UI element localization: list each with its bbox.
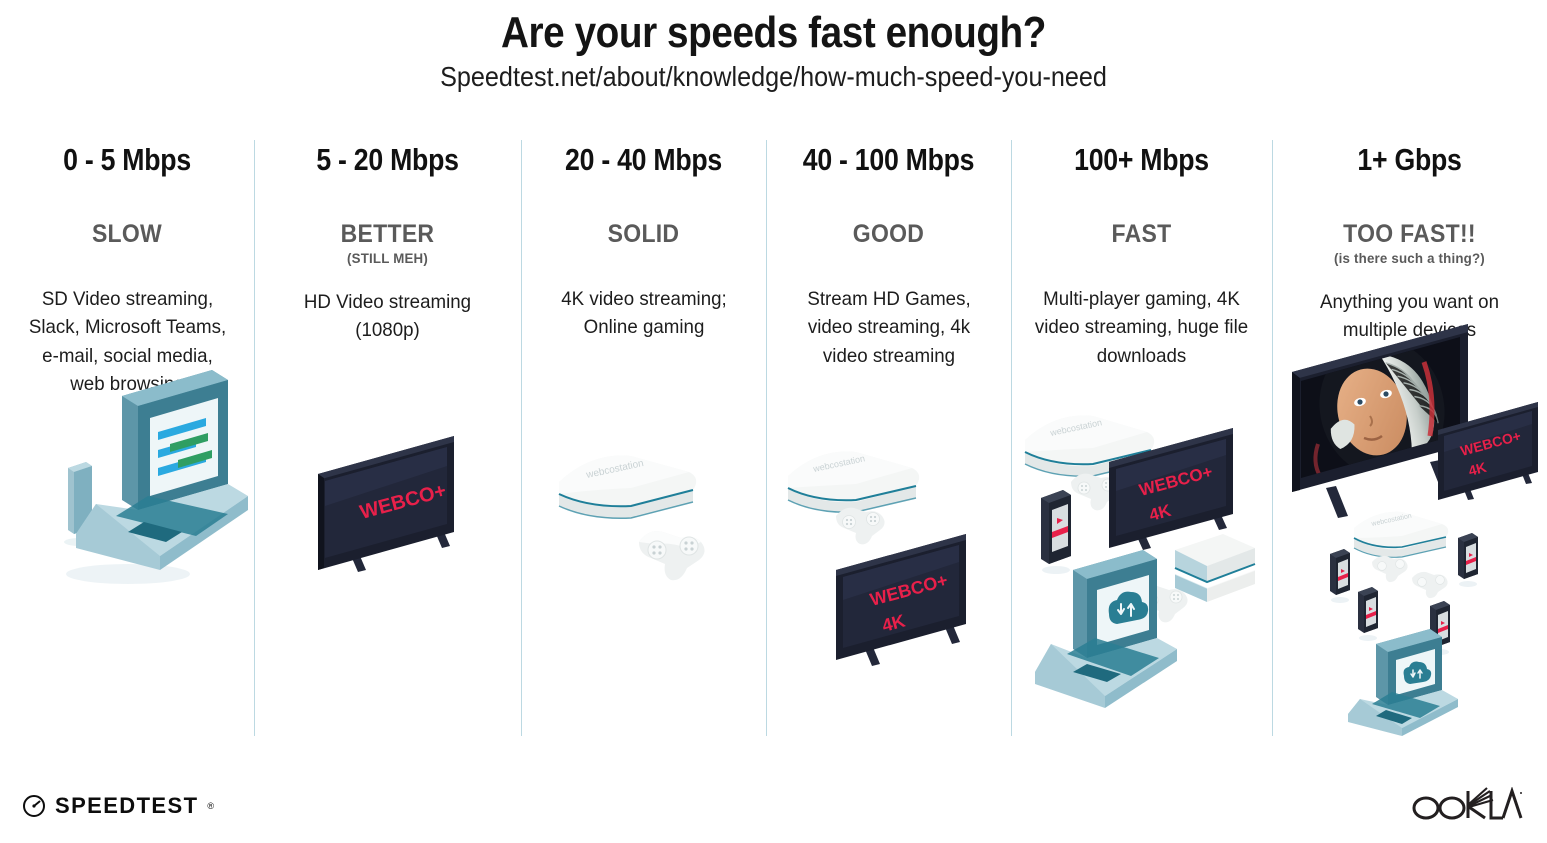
rating-label: TOO FAST!! [1343,220,1476,248]
tv-webco-4k-icon: WEBCO+ 4K [1109,428,1233,550]
speed-range-label: 20 - 40 Mbps [565,142,722,177]
phone-icon [1041,490,1071,574]
speed-tier-column-3: 20 - 40 Mbps SOLID 4K video streaming; O… [521,136,766,736]
rating-label: FAST [1111,220,1172,248]
game-console-icon: webcostation [558,455,697,519]
tv-webco-4k-icon: WEBCO+ 4K [1438,402,1538,500]
gamepad-icon [836,507,885,545]
multi-device-illustration: webcostation [1024,415,1256,708]
rating-label: GOOD [852,220,925,248]
speed-tier-column-5: 100+ Mbps FAST Multi-player gaming, 4K v… [1011,136,1272,736]
phone-icon [1330,549,1350,603]
speed-tier-columns: 0 - 5 Mbps SLOW SD Video streaming, Slac… [0,136,1547,736]
game-console-icon: webcostation [1024,415,1155,477]
speedtest-trademark: ® [207,801,215,811]
speed-tier-column-4: 40 - 100 Mbps GOOD Stream HD Games, vide… [766,136,1011,736]
phone-icon [1458,533,1478,587]
tier-illustration-2: WEBCO+ [254,356,521,736]
tv-webco-illustration: WEBCO+ [318,436,454,572]
rating-label: BETTER [340,220,435,248]
speed-range-label: 5 - 20 Mbps [316,142,459,177]
tier-illustration-3: webcostation [521,356,766,736]
phone-icon [1358,587,1378,641]
router-icon [1174,534,1256,602]
page-subtitle: Speedtest.net/about/knowledge/how-much-s… [440,61,1107,93]
console-gamepad-illustration: webcostation [558,455,705,581]
rating-sublabel: (is there such a thing?) [1334,250,1485,266]
speed-range-label: 0 - 5 Mbps [63,142,191,177]
tv-resolution-label: 4K [1467,459,1488,479]
speedometer-icon [23,795,45,817]
tier-description: Multi-player gaming, 4K video streaming,… [1034,288,1249,367]
speed-tier-column-2: 5 - 20 Mbps BETTER (STILL MEH) HD Video … [254,136,521,736]
laptop-phone-illustration [64,370,248,584]
rating-label: SLOW [91,220,163,248]
tier-illustration-5: webcostation [1011,356,1272,736]
console-gamepad-tv-illustration: webcostation [787,451,966,666]
game-console-icon: webcostation [1353,511,1449,558]
gamepad-icon [639,531,705,581]
speed-range-label: 100+ Mbps [1074,142,1209,177]
speed-range-label: 40 - 100 Mbps [802,142,975,177]
gamepad-icon [1372,555,1408,583]
ookla-logo [1411,787,1523,821]
tier-description: HD Video streaming (1080p) [303,291,472,342]
speedtest-wordmark: SPEEDTEST [55,793,199,818]
laptop-cloud-icon [1348,629,1458,736]
page-title: Are your speeds fast enough? [501,8,1046,57]
tier-description: SD Video streaming, Slack, Microsoft Tea… [28,288,226,395]
tier-description: Stream HD Games, video streaming, 4k vid… [806,288,971,367]
rating-label: SOLID [607,220,680,248]
gamepad-icon [1412,571,1448,599]
tv-movie-icon [1292,324,1468,518]
laptop-cloud-icon [1035,550,1177,708]
speed-range-label: 1+ Gbps [1357,142,1462,177]
tier-description: 4K video streaming; Online gaming [560,288,727,339]
game-console-icon: webcostation [787,451,920,513]
rating-sublabel: (STILL MEH) [347,250,428,266]
infographic-header: Are your speeds fast enough? Speedtest.n… [0,0,1547,93]
laptop-icon [76,370,248,570]
speed-tier-column-1: 0 - 5 Mbps SLOW SD Video streaming, Slac… [0,136,254,736]
speed-tier-column-6: 1+ Gbps TOO FAST!! (is there such a thin… [1272,136,1547,736]
tier-illustration-4: webcostation [766,356,1011,736]
tier-illustration-1 [0,356,254,736]
infographic-footer: SPEEDTEST ® [0,743,1547,843]
tv-webco-4k-icon: WEBCO+ 4K [836,534,966,666]
tier-illustration-6: WEBCO+ 4K webcostation [1272,266,1547,736]
ookla-wordmark-icon [1412,787,1523,820]
speedtest-logo: SPEEDTEST ® [22,793,214,819]
all-devices-illustration: WEBCO+ 4K webcostation [1292,324,1538,736]
